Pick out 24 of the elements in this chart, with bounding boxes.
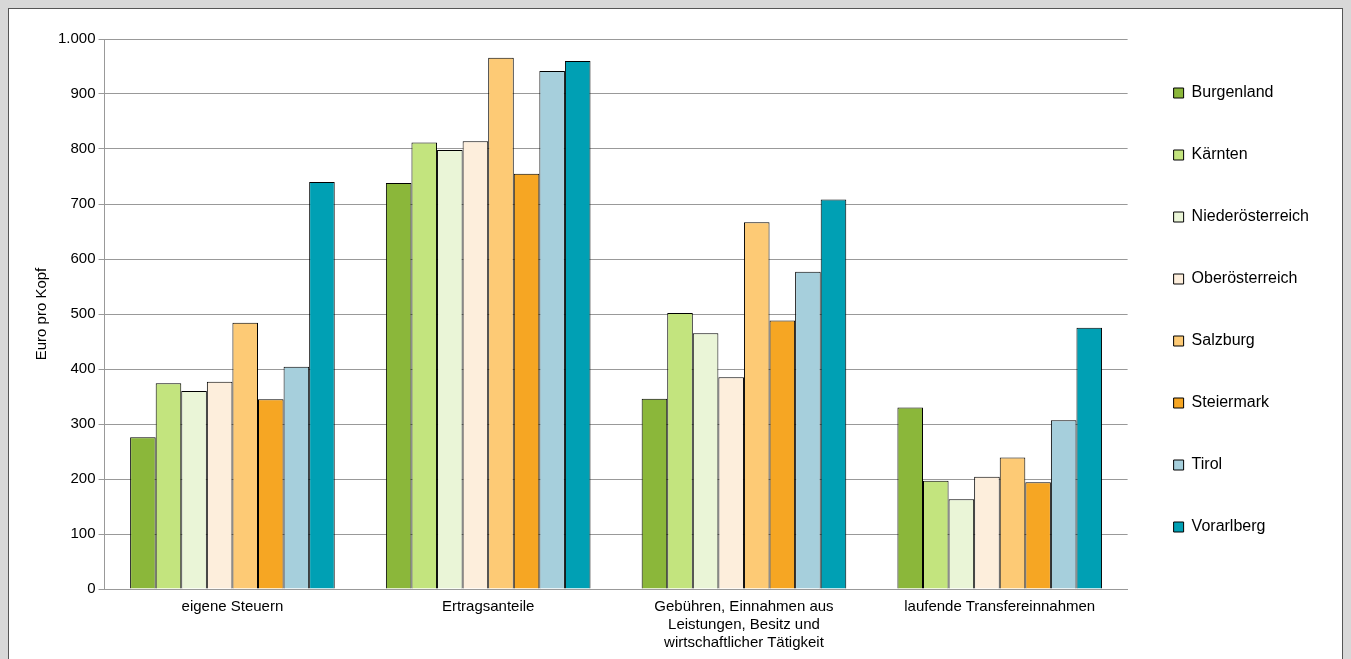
y-tick-label: 700 (70, 194, 96, 212)
y-tick-label: 900 (70, 84, 96, 102)
x-tick-label: laufende Transfereinnahmen (904, 597, 1096, 615)
x-tick-label: eigene Steuern (181, 597, 284, 615)
legend-label: Salzburg (1191, 331, 1255, 349)
y-tick-label: 0 (87, 579, 96, 597)
y-tick-label: 100 (70, 524, 96, 542)
x-tick-label: Ertragsanteile (441, 597, 535, 615)
legend-label: Kärnten (1191, 145, 1248, 163)
x-tick-label: Gebühren, Einnahmen aus Leistungen, Besitz und wirtschaftlicher Tätigkeit (654, 597, 834, 651)
y-tick-label: 200 (70, 469, 96, 487)
y-tick-label: 300 (70, 414, 96, 432)
y-tick-label: 1.000 (57, 29, 96, 47)
legend-label: Vorarlberg (1191, 517, 1266, 535)
y-tick-label: 800 (70, 139, 96, 157)
y-tick-label: 600 (70, 249, 96, 267)
legend-label: Oberösterreich (1191, 269, 1298, 287)
y-tick-label: 400 (70, 359, 96, 377)
legend-label: Niederösterreich (1191, 207, 1310, 225)
y-tick-label: 500 (70, 304, 96, 322)
legend-label: Tirol (1191, 455, 1223, 473)
legend-label: Burgenland (1191, 83, 1274, 101)
legend-label: Steiermark (1191, 393, 1270, 411)
y-axis-title: Euro pro Kopf (32, 266, 50, 361)
